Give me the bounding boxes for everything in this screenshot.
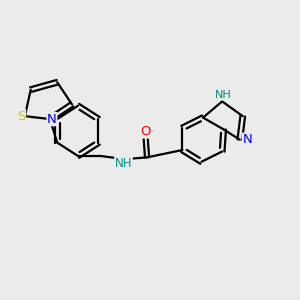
Text: NH: NH bbox=[115, 157, 132, 170]
Text: S: S bbox=[17, 110, 26, 123]
Text: NH: NH bbox=[215, 90, 232, 100]
Text: N: N bbox=[242, 133, 252, 146]
Text: N: N bbox=[47, 112, 57, 126]
Text: O: O bbox=[140, 125, 151, 138]
